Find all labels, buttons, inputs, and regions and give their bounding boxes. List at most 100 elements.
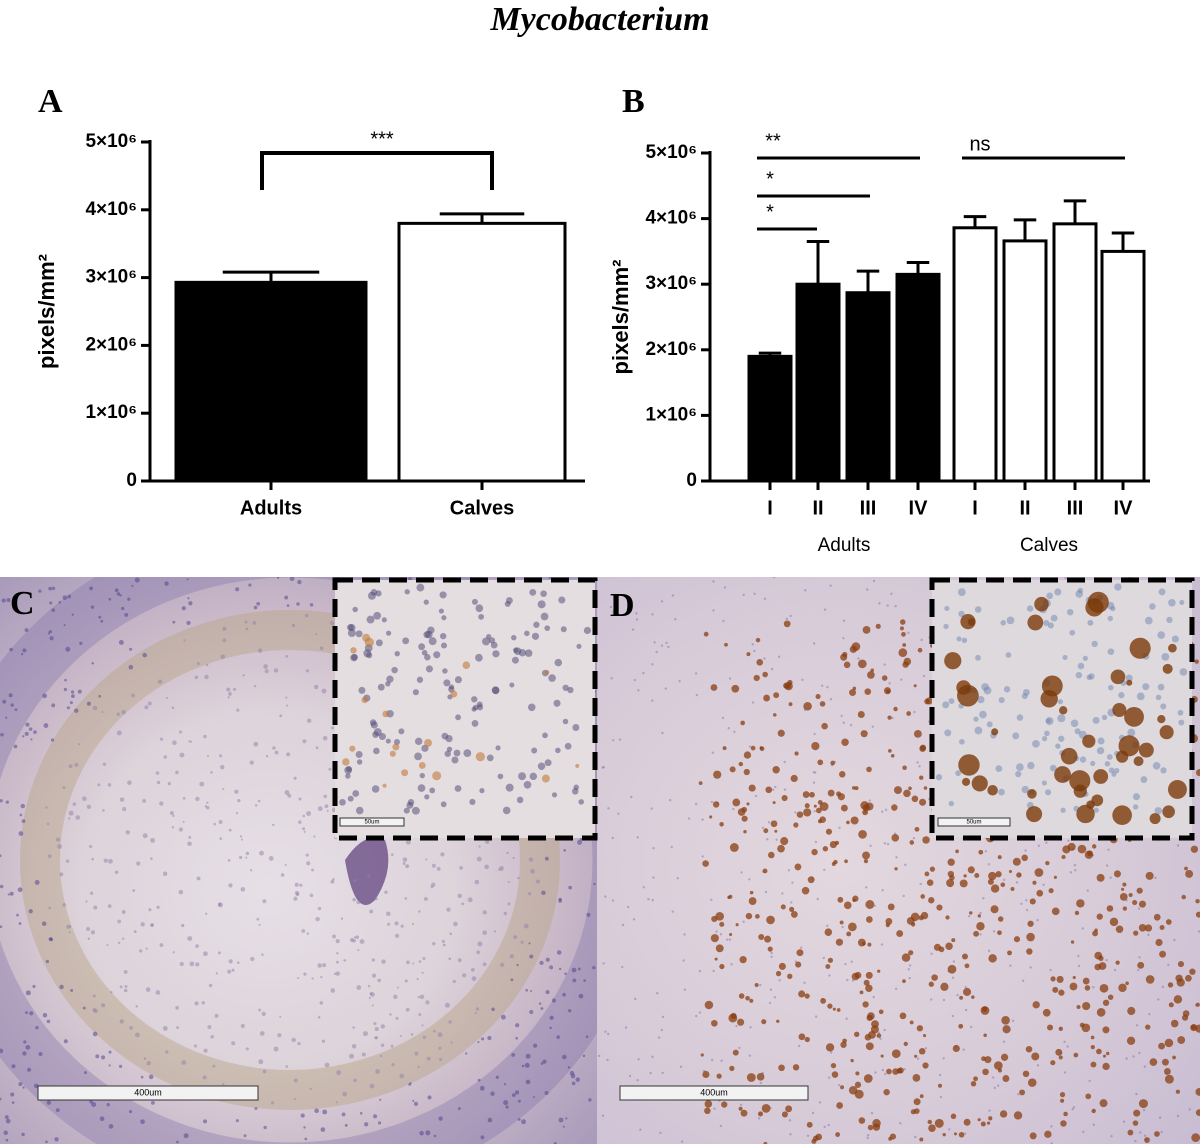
cell-nucleus [1113,968,1117,972]
stain-spot [1138,923,1147,932]
cell-nucleus [471,598,478,605]
stain-spot [1096,873,1105,882]
cell-nucleus [1015,770,1022,778]
stain-spot [928,981,934,987]
stain-spot [1096,1048,1102,1055]
y-tick-label: 4×10⁶ [645,208,697,229]
cell-nucleus [38,1051,43,1056]
cell-nucleus [826,685,829,689]
cell-nucleus [393,994,398,1000]
cell-nucleus [730,963,733,966]
cell-nucleus [400,924,404,928]
cell-nucleus [981,683,989,691]
cell-nucleus [935,774,943,781]
stain-spot [970,1081,977,1087]
stain-spot [1191,1133,1200,1143]
cell-nucleus [20,803,26,809]
stain-spot [889,1133,897,1140]
cell-nucleus [527,703,536,712]
cell-nucleus [1000,620,1007,626]
stain-spot [804,803,810,809]
cell-nucleus [521,1064,525,1068]
cell-nucleus [571,967,577,973]
stain-spot [1058,1026,1063,1031]
cell-nucleus [761,826,765,829]
cell-nucleus [347,795,354,802]
cell-nucleus [374,1036,378,1040]
cell-nucleus [1025,899,1028,902]
cell-nucleus [564,972,567,976]
stain-spot [749,890,754,895]
cell-nucleus [187,597,190,600]
stain-spot [721,1101,728,1108]
stain-spot [1069,770,1091,792]
stain-spot [1059,1092,1066,1098]
cell-nucleus [500,962,505,967]
cell-nucleus [1069,871,1073,874]
cell-nucleus [842,636,845,640]
cell-nucleus [148,1074,154,1080]
cell-nucleus [181,923,185,928]
stain-spot [902,979,906,984]
cell-nucleus [462,973,467,978]
cell-nucleus [206,755,210,758]
cell-nucleus [430,882,436,888]
cell-nucleus [979,933,982,936]
cell-nucleus [100,619,104,623]
stain-spot [1085,1093,1092,1100]
cell-nucleus [245,1047,249,1051]
y-tick-label: 0 [686,470,697,491]
cell-nucleus [98,694,102,698]
cell-nucleus [944,605,950,612]
stain-spot [1002,1025,1011,1034]
cell-nucleus [106,944,109,947]
cell-nucleus [827,1076,831,1079]
cell-nucleus [870,1111,874,1115]
stain-spot [758,934,765,940]
cell-nucleus [386,911,391,916]
cell-nucleus [395,1016,399,1020]
cell-nucleus [913,710,916,714]
cell-nucleus [524,649,533,657]
cell-nucleus [601,1114,605,1117]
cell-nucleus [687,817,691,820]
cell-nucleus [178,827,183,832]
cell-nucleus [179,961,184,967]
stain-spot [963,874,967,878]
cell-nucleus [481,1037,485,1041]
cell-nucleus [69,701,73,705]
cell-nucleus [995,765,1003,773]
cell-nucleus [1109,876,1112,879]
cell-nucleus [178,889,184,895]
cell-nucleus [959,738,965,745]
cell-nucleus [243,1134,247,1138]
cell-nucleus [1168,599,1176,607]
cell-nucleus [414,752,422,761]
cell-nucleus [742,593,745,597]
cell-nucleus [287,793,292,798]
y-tick-label: 2×10⁶ [85,334,137,355]
cell-nucleus [416,583,425,592]
cell-nucleus [1114,583,1122,591]
cell-nucleus [533,621,540,628]
cell-nucleus [459,865,464,870]
stain-spot [920,894,926,899]
cell-nucleus [800,946,803,949]
cell-nucleus [110,990,113,994]
cell-nucleus [423,599,429,605]
stain-spot [922,1034,927,1038]
stain-spot [1050,976,1056,982]
stain-spot [835,938,844,946]
cell-nucleus [425,858,428,861]
stain-spot [424,738,433,747]
stain-spot [893,786,902,795]
cell-nucleus [336,960,339,964]
stain-spot [919,745,926,752]
cell-nucleus [215,972,218,975]
cell-nucleus [426,1056,431,1061]
cell-nucleus [661,731,664,735]
cell-nucleus [891,716,894,720]
stain-spot [802,791,810,799]
cell-nucleus [274,750,279,755]
stain-spot [1195,769,1200,777]
